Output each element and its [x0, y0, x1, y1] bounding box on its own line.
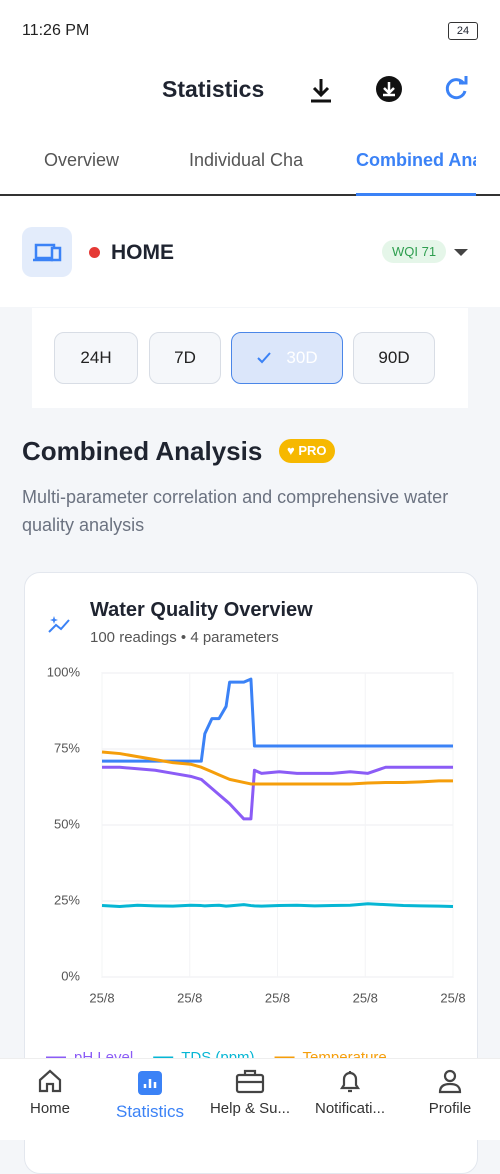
chart: 0% 25% 50% 75% 100% 25/8 25/8 25/8 25/8 25/8 pH Le… [46, 664, 466, 1060]
nav-label: Statistics [115, 1102, 185, 1121]
pro-badge: ♥ PRO [279, 439, 335, 463]
series-line [102, 765, 453, 821]
nav-profile[interactable]: Profile [400, 1068, 500, 1117]
sparkle-icon [48, 616, 70, 633]
download-icon[interactable] [306, 76, 336, 106]
pro-text: PRO [298, 443, 327, 458]
nav-statistics[interactable]: Statistics [100, 1070, 200, 1122]
section-description: Multi-parameter correlation and comprehe… [22, 487, 449, 535]
range-button[interactable]: 7D [149, 332, 221, 384]
refresh-icon[interactable] [441, 74, 471, 104]
status-time: 11:26 PM [22, 22, 90, 39]
nav-notifications[interactable]: Notificati... [300, 1068, 400, 1117]
y-tick-label: 75% [54, 740, 80, 755]
tab[interactable]: Individual Cha [189, 150, 304, 170]
nav-label: Notificati... [314, 1100, 386, 1117]
save-icon[interactable] [374, 74, 404, 104]
legend-label: pH Level [74, 1049, 133, 1060]
x-tick-label: 25/8 [353, 990, 378, 1005]
nav-label: Help & Su... [209, 1100, 291, 1117]
y-tick-label: 0% [61, 968, 80, 983]
legend-label: TDS (ppm) [181, 1049, 254, 1060]
x-tick-label: 25/8 [440, 990, 465, 1005]
range-label: 30D [286, 348, 318, 367]
tab-indicator [356, 193, 476, 196]
card-title: Water Quality Overview [90, 599, 313, 621]
battery: 24 [448, 22, 478, 40]
tab-divider [0, 194, 500, 196]
section-title: Combined Analysis [22, 436, 263, 466]
y-tick-label: 100% [47, 664, 81, 679]
range-button[interactable]: 24H [54, 332, 138, 384]
nav-label: Profile [428, 1100, 472, 1117]
wqi-badge: WQI 71 [382, 240, 447, 263]
nav-help[interactable]: Help & Su... [200, 1068, 300, 1117]
series-line [101, 750, 453, 786]
tab-active[interactable]: Combined Ana [356, 150, 476, 170]
device-icon-box [22, 227, 72, 277]
dropdown-icon[interactable] [452, 246, 470, 258]
x-tick-label: 25/8 [265, 990, 290, 1005]
x-tick-label: 25/8 [89, 990, 114, 1005]
device-name: HOME [111, 241, 174, 264]
series-line [102, 677, 453, 763]
tab[interactable]: Overview [44, 150, 120, 170]
card-subtitle: 100 readings • 4 parameters [90, 629, 279, 646]
status-dot [89, 247, 100, 258]
range-button[interactable]: 90D [353, 332, 435, 384]
nav-label: Home [29, 1100, 70, 1117]
nav-home[interactable]: Home [0, 1068, 100, 1117]
y-tick-label: 50% [54, 816, 80, 831]
header-title: Statistics [162, 76, 265, 102]
y-tick-label: 25% [54, 892, 80, 907]
legend-label: Temperature [303, 1049, 387, 1060]
range-button-selected[interactable]: 30D [231, 332, 343, 384]
x-tick-label: 25/8 [177, 990, 202, 1005]
series-line [101, 902, 454, 908]
